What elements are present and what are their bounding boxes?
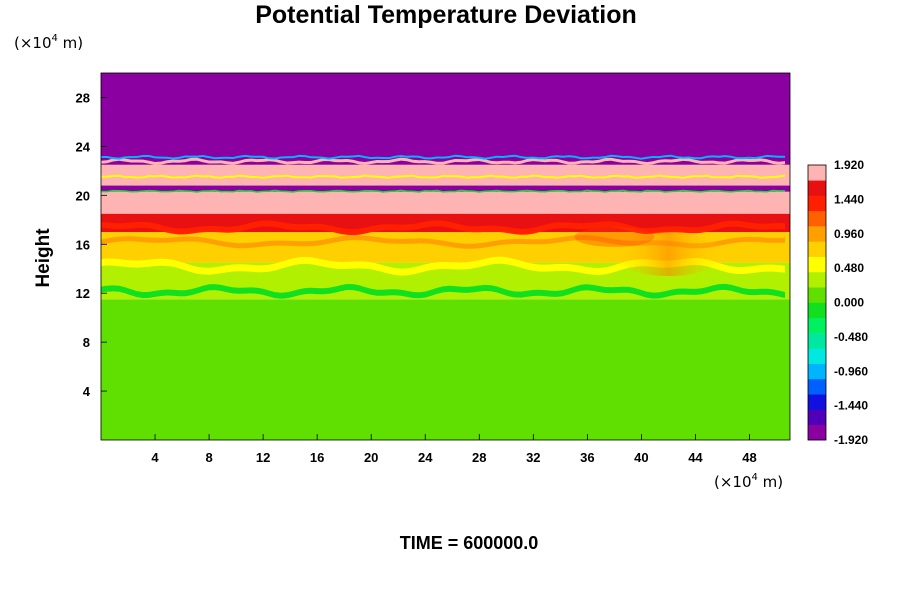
y-axis-title: Height bbox=[33, 228, 54, 288]
colorbar-label: 0.480 bbox=[834, 261, 864, 275]
heatmap-texture bbox=[101, 154, 785, 299]
heatmap-layer bbox=[101, 299, 790, 440]
y-tick-label: 4 bbox=[83, 384, 91, 399]
x-axis: 4 8 12 16 20 24 28 32 36 40 44 48 bbox=[151, 434, 757, 465]
colorbar-swatch bbox=[808, 180, 826, 196]
x-tick-label: 24 bbox=[418, 450, 433, 465]
colorbar-label: 0.000 bbox=[834, 296, 864, 310]
colorbar-swatch bbox=[808, 348, 826, 364]
chart-title: Potential Temperature Deviation bbox=[255, 1, 637, 29]
texture-band bbox=[101, 220, 785, 236]
heatmap-layer bbox=[101, 185, 790, 192]
colorbar-label: -0.960 bbox=[834, 364, 868, 378]
colorbar-swatch bbox=[808, 287, 826, 303]
colorbar bbox=[807, 164, 827, 441]
x-tick-label: 32 bbox=[526, 450, 540, 465]
colorbar-swatch bbox=[808, 195, 826, 212]
x-tick-label: 16 bbox=[310, 450, 324, 465]
colorbar-swatch bbox=[808, 210, 826, 227]
x-tick-label: 44 bbox=[688, 450, 703, 465]
texture-band bbox=[101, 174, 785, 179]
colorbar-swatch bbox=[808, 333, 826, 349]
colorbar-swatch bbox=[808, 409, 826, 426]
y-tick-label: 20 bbox=[76, 188, 90, 203]
colorbar-swatch bbox=[808, 165, 826, 181]
heatmap-layer bbox=[101, 73, 790, 165]
colorbar-label: -1.920 bbox=[834, 433, 868, 447]
texture-plume bbox=[613, 232, 724, 277]
plot-area bbox=[101, 73, 790, 440]
heatmap-layer bbox=[101, 191, 790, 214]
texture-band bbox=[101, 283, 785, 299]
y-tick-label: 12 bbox=[76, 286, 90, 301]
colorbar-label: 1.920 bbox=[834, 158, 864, 172]
texture-band bbox=[101, 256, 785, 276]
x-tick-label: 8 bbox=[205, 450, 212, 465]
colorbar-label: -0.480 bbox=[834, 330, 868, 344]
texture-band bbox=[101, 189, 785, 193]
colorbar-swatch bbox=[808, 394, 826, 410]
colorbar-label: -1.440 bbox=[834, 399, 868, 413]
x-tick-label: 12 bbox=[256, 450, 270, 465]
plot-frame bbox=[100, 72, 791, 441]
x-tick-label: 20 bbox=[364, 450, 378, 465]
colorbar-swatch bbox=[808, 256, 826, 273]
colorbar-label: 0.960 bbox=[834, 227, 864, 241]
colorbar-swatch bbox=[808, 378, 826, 395]
x-tick-label: 4 bbox=[151, 450, 159, 465]
time-label: TIME = 600000.0 bbox=[400, 533, 539, 553]
y-tick-label: 8 bbox=[83, 335, 90, 350]
texture-band bbox=[101, 154, 785, 160]
x-tick-label: 48 bbox=[742, 450, 756, 465]
colorbar-swatch bbox=[808, 302, 826, 319]
colorbar-swatch bbox=[808, 424, 826, 441]
colorbar-swatch bbox=[808, 363, 826, 380]
y-tick-label: 16 bbox=[76, 237, 90, 252]
texture-band bbox=[101, 235, 785, 249]
colorbar-label: 1.440 bbox=[834, 192, 864, 206]
x-unit-label: (×104 m) bbox=[714, 472, 783, 491]
texture-plume bbox=[574, 226, 655, 247]
x-tick-label: 28 bbox=[472, 450, 486, 465]
x-tick-label: 40 bbox=[634, 450, 648, 465]
y-unit-label: (×104 m) bbox=[14, 33, 83, 52]
y-tick-label: 24 bbox=[76, 139, 91, 154]
colorbar-swatch bbox=[808, 241, 826, 257]
y-axis: 4 8 12 16 20 24 28 bbox=[76, 90, 107, 399]
y-tick-label: 28 bbox=[76, 90, 90, 105]
colorbar-swatch bbox=[808, 317, 826, 334]
x-tick-label: 36 bbox=[580, 450, 594, 465]
colorbar-swatch bbox=[808, 271, 826, 288]
colorbar-labels: 1.920 1.440 0.960 0.480 0.000 -0.480 -0.960 -1.… bbox=[834, 158, 868, 447]
colorbar-frame bbox=[807, 164, 827, 441]
texture-band bbox=[101, 157, 785, 166]
colorbar-swatch bbox=[808, 226, 826, 242]
